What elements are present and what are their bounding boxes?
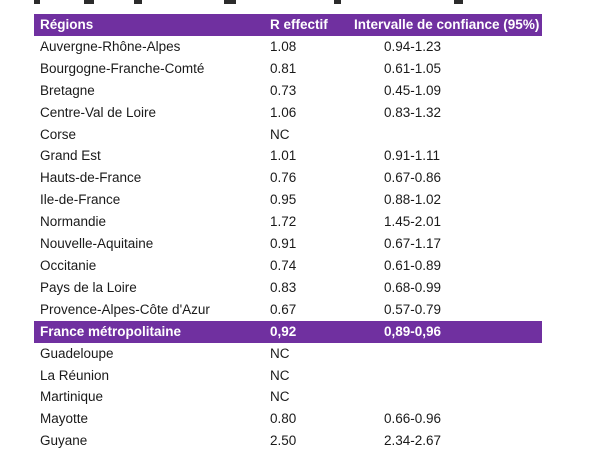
region-cell: Guadeloupe — [40, 345, 114, 361]
table-row: Guyane 2.50 2.34-2.67 — [34, 430, 542, 452]
r-effectif-cell: 0.95 — [270, 192, 297, 208]
table-row: Ile-de-France 0.95 0.88-1.02 — [34, 189, 542, 211]
r-effectif-cell: 0.91 — [270, 236, 297, 252]
confidence-interval-cell: 0.61-1.05 — [384, 60, 442, 76]
r-effectif-cell: 0.74 — [270, 257, 297, 273]
confidence-interval-cell: 0.67-0.86 — [384, 170, 442, 186]
region-cell: Auvergne-Rhône-Alpes — [40, 38, 181, 54]
confidence-interval-cell: 1.45-2.01 — [384, 214, 442, 230]
region-cell: Martinique — [40, 389, 104, 405]
header-regions: Régions — [40, 17, 94, 32]
highlight-row: France métropolitaine 0,92 0,89-0,96 — [34, 320, 542, 343]
confidence-interval-cell — [334, 124, 542, 146]
confidence-interval-cell: 0.45-1.09 — [384, 82, 442, 98]
r-effectif-table: Régions R effectif Intervalle de confian… — [34, 14, 542, 452]
confidence-interval-cell: 0.66-0.96 — [384, 411, 442, 427]
r-effectif-cell: NC — [270, 126, 290, 142]
confidence-interval-cell: 0.83-1.32 — [384, 104, 442, 120]
table-row: Grand Est 1.01 0.91-1.11 — [34, 145, 542, 167]
confidence-interval-cell: 0.57-0.79 — [384, 301, 442, 317]
table-row: Pays de la Loire 0.83 0.68-0.99 — [34, 277, 542, 299]
confidence-interval-cell: 0.91-1.11 — [384, 148, 441, 164]
confidence-interval-cell: 0.68-0.99 — [384, 279, 442, 295]
r-effectif-cell: 0.80 — [270, 411, 297, 427]
r-effectif-cell: NC — [270, 367, 290, 383]
table-header-row: Régions R effectif Intervalle de confian… — [34, 14, 542, 36]
region-cell: Pays de la Loire — [40, 279, 137, 295]
confidence-interval-cell: 0,89-0,96 — [384, 323, 442, 339]
r-effectif-cell: NC — [270, 389, 290, 405]
cropped-title-glyphs — [34, 0, 534, 4]
table-row: Centre-Val de Loire 1.06 0.83-1.32 — [34, 102, 542, 124]
r-effectif-cell: 0.67 — [270, 301, 297, 317]
region-cell: Bourgogne-Franche-Comté — [40, 60, 205, 76]
region-cell: Centre-Val de Loire — [40, 104, 157, 120]
region-cell: Grand Est — [40, 148, 101, 164]
region-cell: Ile-de-France — [40, 192, 121, 208]
confidence-interval-cell — [334, 343, 542, 365]
region-cell: La Réunion — [40, 367, 110, 383]
region-cell: France métropolitaine — [40, 323, 182, 339]
table-row: Bourgogne-Franche-Comté 0.81 0.61-1.05 — [34, 58, 542, 80]
r-effectif-cell: 0.73 — [270, 82, 297, 98]
confidence-interval-cell: 0.67-1.17 — [384, 236, 442, 252]
confidence-interval-cell: 0.94-1.23 — [384, 38, 442, 54]
region-cell: Hauts-de-France — [40, 170, 142, 186]
r-effectif-cell: 1.72 — [270, 214, 297, 230]
table-row: Hauts-de-France 0.76 0.67-0.86 — [34, 167, 542, 189]
region-cell: Corse — [40, 126, 77, 142]
cropped-title-fragment — [34, 0, 594, 4]
region-cell: Bretagne — [40, 82, 95, 98]
region-cell: Nouvelle-Aquitaine — [40, 236, 154, 252]
table-row: Provence-Alpes-Côte d'Azur 0.67 0.57-0.79 — [34, 299, 542, 321]
table-row: Martinique NC — [34, 386, 542, 408]
table-body: Auvergne-Rhône-Alpes 1.08 0.94-1.23 Bourgog… — [34, 36, 542, 452]
confidence-interval-cell — [334, 365, 542, 387]
region-cell: Provence-Alpes-Côte d'Azur — [40, 301, 210, 317]
confidence-interval-cell — [334, 386, 542, 408]
header-r-effectif: R effectif — [270, 17, 328, 32]
table-row: Normandie 1.72 1.45-2.01 — [34, 211, 542, 233]
region-cell: Normandie — [40, 214, 107, 230]
r-effectif-cell: NC — [270, 345, 290, 361]
table-row: Occitanie 0.74 0.61-0.89 — [34, 255, 542, 277]
confidence-interval-cell: 2.34-2.67 — [384, 433, 442, 449]
r-effectif-cell: 0.76 — [270, 170, 297, 186]
table-row: Bretagne 0.73 0.45-1.09 — [34, 80, 542, 102]
table-row: Corse NC — [34, 124, 542, 146]
r-effectif-cell: 2.50 — [270, 433, 297, 449]
table-row: La Réunion NC — [34, 365, 542, 387]
r-effectif-cell: 1.06 — [270, 104, 297, 120]
table-row: Guadeloupe NC — [34, 343, 542, 365]
region-cell: Occitanie — [40, 257, 97, 273]
r-effectif-cell: 0.83 — [270, 279, 297, 295]
r-effectif-cell: 0,92 — [270, 323, 297, 339]
region-cell: Mayotte — [40, 411, 89, 427]
table-row: Mayotte 0.80 0.66-0.96 — [34, 408, 542, 430]
table-row: Auvergne-Rhône-Alpes 1.08 0.94-1.23 — [34, 36, 542, 58]
r-effectif-cell: 1.01 — [270, 148, 297, 164]
r-effectif-cell: 1.08 — [270, 38, 297, 54]
confidence-interval-cell: 0.88-1.02 — [384, 192, 442, 208]
table-row: Nouvelle-Aquitaine 0.91 0.67-1.17 — [34, 233, 542, 255]
r-effectif-cell: 0.81 — [270, 60, 297, 76]
confidence-interval-cell: 0.61-0.89 — [384, 257, 442, 273]
header-confidence-interval: Intervalle de confiance (95%) — [354, 17, 540, 32]
region-cell: Guyane — [40, 433, 88, 449]
